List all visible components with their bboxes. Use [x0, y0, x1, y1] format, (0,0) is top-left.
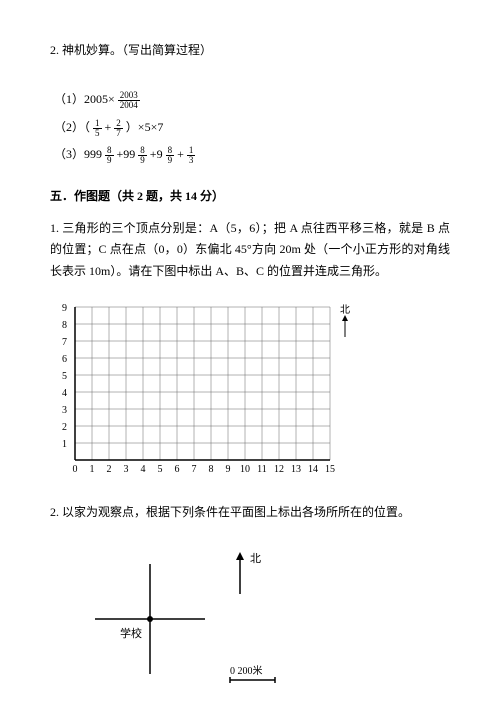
f: 89: [166, 146, 175, 165]
svg-text:4: 4: [141, 464, 146, 475]
svg-text:13: 13: [291, 464, 301, 475]
p2-q2: （2）（ 15 + 27 ）×5×7: [54, 117, 450, 139]
svg-text:0: 0: [73, 464, 78, 475]
compass-figure: 学校 北 0 200米: [90, 539, 450, 699]
svg-text:6: 6: [62, 354, 67, 365]
grid-svg: 0123456789101112131415123456789北: [50, 297, 370, 477]
f: 7: [114, 129, 123, 138]
compass-svg: 学校 北 0 200米: [90, 539, 310, 699]
svg-text:4: 4: [62, 388, 67, 399]
s5-q2: 2. 以家为观察点，根据下列条件在平面图上标出各场所所在的位置。: [50, 502, 450, 524]
plus: +: [105, 120, 115, 134]
svg-text:2: 2: [62, 422, 67, 433]
svg-text:8: 8: [209, 464, 214, 475]
f: 3: [187, 156, 196, 165]
grid-figure: 0123456789101112131415123456789北: [50, 297, 450, 477]
f: 89: [138, 146, 147, 165]
f: 9: [105, 156, 114, 165]
q2-f2: 27: [114, 119, 123, 138]
t: +9: [150, 147, 166, 161]
f: 13: [187, 146, 196, 165]
s5-q1: 1. 三角形的三个顶点分别是：A（5，6）；把 A 点往西平移三格，就是 B 点…: [50, 218, 450, 283]
p2-q3: （3）999 89 +99 89 +9 89 + 13: [54, 144, 450, 166]
q1-prefix: （1）2005×: [54, 92, 115, 106]
p2-title: 2. 神机妙算。（写出简算过程）: [50, 40, 450, 62]
svg-text:0 200米: 0 200米: [230, 664, 263, 677]
svg-text:8: 8: [62, 320, 67, 331]
q2-prefix: （2）（: [54, 120, 90, 134]
svg-text:北: 北: [250, 552, 261, 565]
t: +99: [117, 147, 139, 161]
f: 5: [93, 129, 102, 138]
svg-text:5: 5: [158, 464, 163, 475]
svg-text:11: 11: [257, 464, 267, 475]
svg-text:6: 6: [175, 464, 180, 475]
q1-frac: 2003 2004: [118, 91, 140, 110]
svg-text:学校: 学校: [120, 626, 142, 640]
svg-text:15: 15: [325, 464, 335, 475]
p2-q1: （1）2005× 2003 2004: [54, 89, 450, 111]
svg-text:14: 14: [308, 464, 318, 475]
t: （3）999: [54, 147, 105, 161]
f: 89: [105, 146, 114, 165]
q2-suffix: ）×5×7: [126, 120, 164, 134]
svg-text:12: 12: [274, 464, 284, 475]
svg-text:北: 北: [340, 304, 350, 316]
svg-text:9: 9: [226, 464, 231, 475]
svg-text:7: 7: [192, 464, 197, 475]
q2-f1: 15: [93, 119, 102, 138]
svg-text:10: 10: [240, 464, 250, 475]
t: +: [177, 147, 187, 161]
svg-text:7: 7: [62, 337, 67, 348]
svg-text:1: 1: [62, 439, 67, 450]
svg-text:3: 3: [62, 405, 67, 416]
svg-text:3: 3: [124, 464, 129, 475]
svg-text:5: 5: [62, 371, 67, 382]
f: 9: [166, 156, 175, 165]
svg-text:9: 9: [62, 303, 67, 314]
svg-text:2: 2: [107, 464, 112, 475]
q1-den: 2004: [118, 101, 140, 110]
section5-title: 五．作图题（共 2 题，共 14 分）: [50, 186, 450, 208]
f: 9: [138, 156, 147, 165]
svg-text:1: 1: [90, 464, 95, 475]
